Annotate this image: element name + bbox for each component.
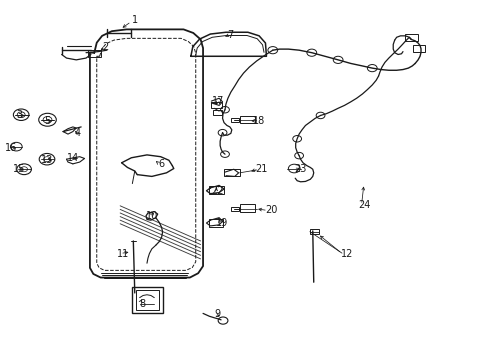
Text: 6: 6 xyxy=(158,159,164,169)
Bar xyxy=(230,207,238,211)
Bar xyxy=(405,35,417,41)
Text: 21: 21 xyxy=(255,164,267,174)
Text: 9: 9 xyxy=(214,310,220,319)
Text: 22: 22 xyxy=(211,186,224,196)
Bar xyxy=(230,118,238,122)
Text: 1: 1 xyxy=(131,15,138,26)
Text: 2: 2 xyxy=(102,42,108,52)
Text: 14: 14 xyxy=(66,153,79,163)
Bar xyxy=(88,50,101,57)
Bar xyxy=(239,116,255,123)
Text: 3: 3 xyxy=(16,111,22,121)
Bar xyxy=(309,229,318,234)
Text: 17: 17 xyxy=(211,96,224,106)
Text: 19: 19 xyxy=(215,218,227,228)
Text: 11: 11 xyxy=(116,248,128,258)
Bar xyxy=(209,220,223,226)
Bar xyxy=(212,111,221,115)
Bar xyxy=(136,290,158,310)
Bar xyxy=(132,287,162,313)
Text: 4: 4 xyxy=(75,129,81,138)
Text: 24: 24 xyxy=(357,200,369,210)
Text: 16: 16 xyxy=(5,143,18,153)
Text: 5: 5 xyxy=(44,116,50,126)
Text: 15: 15 xyxy=(13,164,25,174)
Text: 12: 12 xyxy=(340,248,352,258)
Bar xyxy=(412,45,424,51)
Bar xyxy=(239,204,255,212)
Text: 23: 23 xyxy=(294,164,306,174)
Bar xyxy=(224,168,239,176)
Text: 10: 10 xyxy=(145,211,158,221)
Text: 13: 13 xyxy=(41,155,53,165)
Bar xyxy=(211,102,222,108)
Bar xyxy=(209,186,224,194)
Text: 18: 18 xyxy=(252,116,264,126)
Text: 8: 8 xyxy=(139,299,145,309)
Text: 7: 7 xyxy=(226,30,232,40)
Text: 20: 20 xyxy=(264,206,277,216)
